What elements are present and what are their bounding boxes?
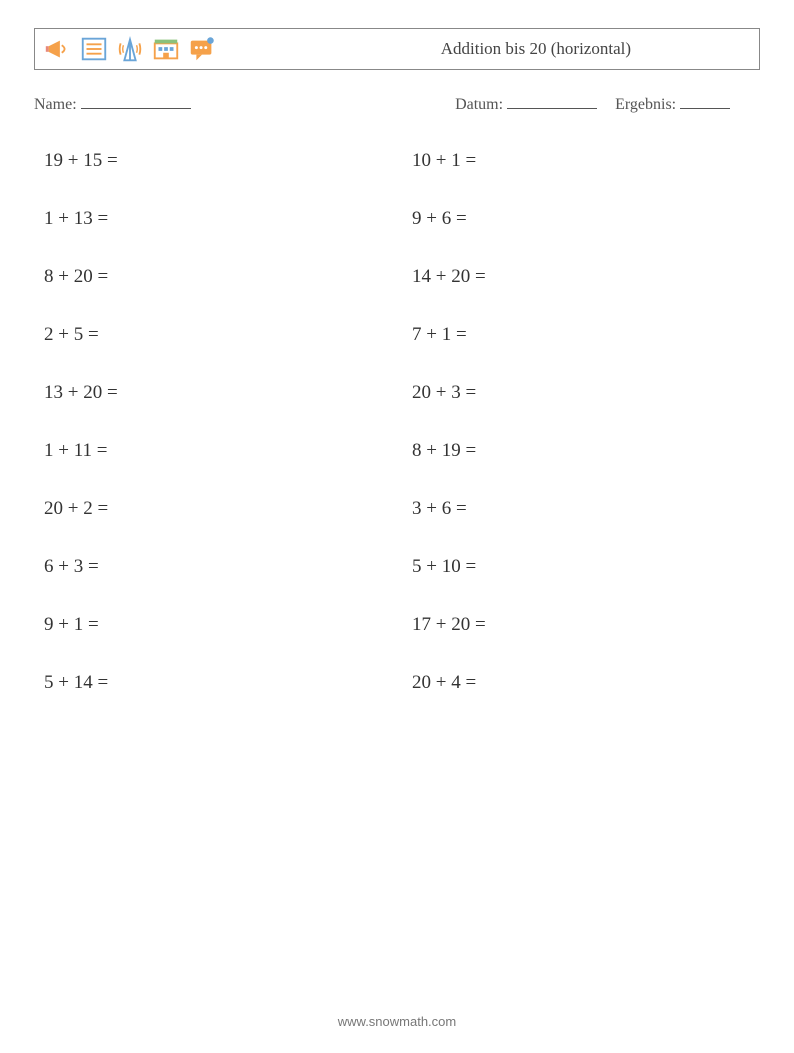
problem: 1 + 11 =	[44, 440, 392, 462]
result-blank[interactable]	[680, 92, 730, 109]
problem: 9 + 1 =	[44, 614, 392, 636]
problem: 20 + 4 =	[412, 672, 760, 694]
problem: 2 + 5 =	[44, 324, 392, 346]
problem: 8 + 20 =	[44, 266, 392, 288]
date-blank[interactable]	[507, 92, 597, 109]
problem: 10 + 1 =	[412, 150, 760, 172]
problem: 8 + 19 =	[412, 440, 760, 462]
problem: 7 + 1 =	[412, 324, 760, 346]
megaphone-icon	[43, 34, 73, 64]
date-label: Datum:	[455, 96, 503, 113]
info-row: Name: Datum: Ergebnis:	[34, 92, 760, 114]
problem: 5 + 10 =	[412, 556, 760, 578]
antenna-icon	[115, 34, 145, 64]
problem: 17 + 20 =	[412, 614, 760, 636]
problem: 6 + 3 =	[44, 556, 392, 578]
result-label: Ergebnis:	[615, 96, 676, 113]
chat-icon	[187, 34, 217, 64]
title-box: Addition bis 20 (horizontal)	[34, 28, 760, 70]
problem: 14 + 20 =	[412, 266, 760, 288]
worksheet-title: Addition bis 20 (horizontal)	[441, 39, 631, 59]
problem: 20 + 3 =	[412, 382, 760, 404]
list-icon	[79, 34, 109, 64]
problem: 13 + 20 =	[44, 382, 392, 404]
footer-text: www.snowmath.com	[0, 1014, 794, 1029]
problem: 9 + 6 =	[412, 208, 760, 230]
name-label: Name:	[34, 96, 77, 113]
name-blank[interactable]	[81, 92, 191, 109]
problem: 1 + 13 =	[44, 208, 392, 230]
problem: 3 + 6 =	[412, 498, 760, 520]
problem: 20 + 2 =	[44, 498, 392, 520]
problem: 19 + 15 =	[44, 150, 392, 172]
problems-grid: 19 + 15 = 10 + 1 = 1 + 13 = 9 + 6 = 8 + …	[34, 150, 760, 694]
header-icons	[43, 34, 217, 64]
problem: 5 + 14 =	[44, 672, 392, 694]
building-icon	[151, 34, 181, 64]
